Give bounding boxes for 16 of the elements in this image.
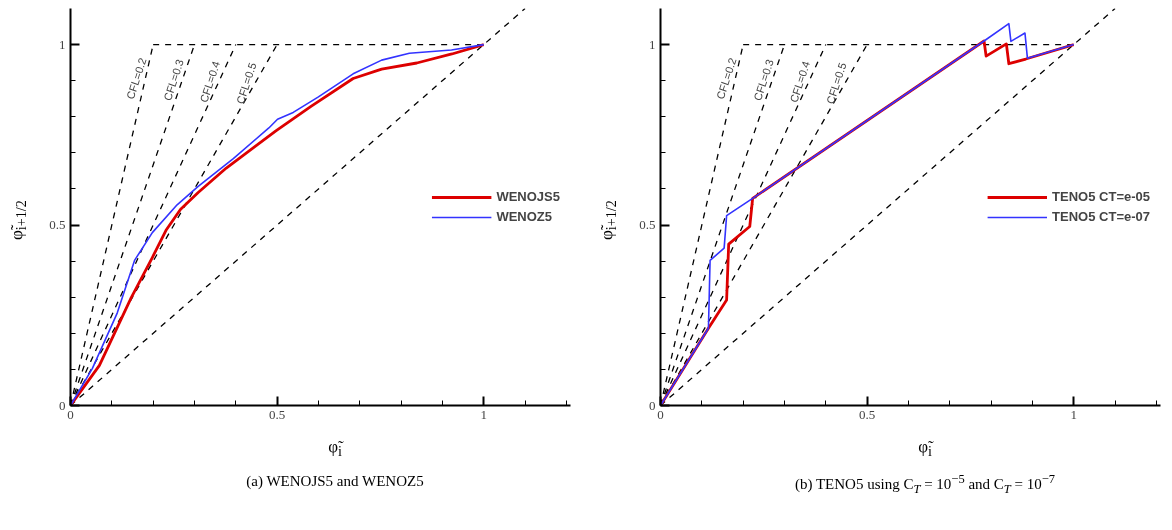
x-tick-label: 1 [480, 406, 487, 422]
legend-label: WENOZ5 [496, 209, 553, 224]
x-tick-label: 0.5 [858, 406, 876, 422]
y-tick-label: 0.5 [639, 217, 656, 233]
y-tick-label: 1 [59, 36, 66, 52]
text: (b) TENO5 using C$_{T}$ = 10$^{−5}$ and C$_{T}$ = 10$^{−7}$ [794, 471, 1056, 498]
text: (a) WENOJS5 and WENOZ5 [246, 472, 424, 491]
x-axis-title: φ̃$_{i}$ [918, 436, 932, 462]
x-tick-label: 1 [1070, 406, 1077, 422]
legend-label: TENO5 CT=e-07 [1052, 209, 1150, 224]
y-tick-label: 0.5 [49, 217, 66, 233]
y-tick-label: 1 [649, 36, 656, 52]
legend-label: TENO5 CT=e-05 [1052, 189, 1150, 204]
legend-label: WENOJS5 [496, 189, 560, 204]
x-axis-title: φ̃$_{i}$ [328, 436, 342, 462]
x-tick-label: 0.5 [268, 406, 286, 422]
